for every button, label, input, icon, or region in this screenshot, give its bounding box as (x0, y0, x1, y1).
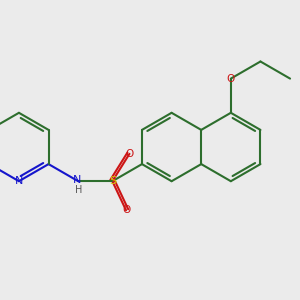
Text: O: O (122, 205, 130, 215)
Text: H: H (75, 184, 83, 195)
Text: O: O (125, 149, 134, 159)
Text: O: O (227, 74, 235, 84)
Text: S: S (109, 176, 116, 186)
Text: N: N (73, 175, 81, 185)
Text: N: N (15, 176, 23, 186)
